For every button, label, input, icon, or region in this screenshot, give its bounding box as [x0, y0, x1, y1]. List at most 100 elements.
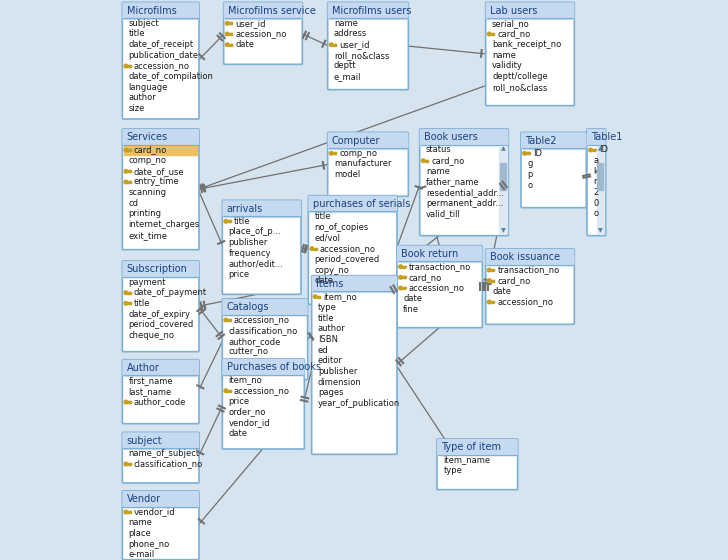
Bar: [129, 302, 130, 304]
FancyBboxPatch shape: [122, 2, 199, 119]
Bar: [491, 301, 494, 303]
Bar: [230, 390, 231, 391]
Text: Microfilms users: Microfilms users: [332, 6, 411, 16]
Text: accession_no: accession_no: [234, 386, 290, 395]
Bar: [316, 248, 317, 249]
FancyBboxPatch shape: [122, 432, 199, 483]
FancyBboxPatch shape: [587, 129, 606, 236]
Text: classification_no: classification_no: [229, 326, 298, 335]
Circle shape: [314, 295, 317, 298]
Text: o: o: [527, 181, 532, 190]
Text: Microfilms: Microfilms: [127, 6, 176, 16]
Text: ▲: ▲: [598, 146, 603, 151]
Bar: [229, 33, 232, 35]
Bar: [127, 65, 130, 67]
Bar: [422, 130, 507, 144]
Bar: [314, 248, 316, 249]
Bar: [523, 134, 585, 148]
Bar: [491, 269, 494, 271]
Bar: [124, 434, 197, 448]
Bar: [229, 44, 232, 45]
FancyBboxPatch shape: [397, 246, 483, 328]
Text: publisher: publisher: [318, 367, 357, 376]
Text: card_no: card_no: [408, 273, 442, 282]
Bar: [230, 22, 232, 24]
Circle shape: [523, 152, 526, 155]
FancyBboxPatch shape: [223, 2, 302, 19]
Text: roll_no&class: roll_no&class: [334, 51, 389, 60]
Text: name: name: [492, 51, 516, 60]
Bar: [424, 160, 428, 162]
Circle shape: [124, 400, 127, 404]
Text: g: g: [527, 160, 533, 169]
FancyBboxPatch shape: [486, 249, 574, 324]
Bar: [124, 137, 197, 146]
Text: order_no: order_no: [229, 408, 266, 417]
Circle shape: [124, 510, 127, 514]
FancyBboxPatch shape: [223, 2, 302, 64]
Text: period_covered: period_covered: [314, 255, 380, 264]
Text: model: model: [334, 170, 360, 179]
Circle shape: [329, 152, 333, 155]
Text: price: price: [229, 270, 250, 279]
FancyBboxPatch shape: [222, 200, 301, 217]
Bar: [439, 447, 516, 455]
FancyBboxPatch shape: [437, 439, 518, 456]
Bar: [403, 287, 405, 288]
Bar: [226, 11, 301, 18]
Text: title: title: [318, 314, 334, 323]
FancyBboxPatch shape: [222, 359, 304, 449]
Bar: [129, 149, 130, 150]
Bar: [129, 292, 130, 293]
Bar: [124, 368, 197, 376]
Bar: [427, 160, 428, 161]
Text: item_no: item_no: [229, 376, 262, 385]
Text: accession_no: accession_no: [134, 62, 190, 71]
FancyBboxPatch shape: [309, 195, 397, 304]
Bar: [399, 248, 480, 262]
FancyBboxPatch shape: [122, 360, 199, 376]
Bar: [124, 361, 197, 375]
Bar: [313, 284, 395, 292]
Text: pages: pages: [318, 388, 344, 397]
Circle shape: [124, 64, 127, 68]
Bar: [334, 152, 335, 153]
Bar: [130, 65, 131, 66]
Bar: [439, 441, 516, 455]
FancyBboxPatch shape: [328, 132, 408, 149]
Circle shape: [488, 300, 491, 304]
Text: place_of_p...: place_of_p...: [229, 227, 281, 236]
Bar: [124, 493, 197, 507]
Text: o: o: [593, 209, 598, 218]
Text: deptt/college: deptt/college: [492, 72, 547, 81]
Text: accession_no: accession_no: [234, 315, 290, 324]
Bar: [492, 269, 494, 270]
FancyBboxPatch shape: [486, 2, 574, 19]
Circle shape: [124, 170, 127, 173]
Text: item_no: item_no: [323, 292, 357, 301]
Text: date: date: [235, 40, 254, 49]
Bar: [130, 149, 131, 150]
Text: user_id: user_id: [235, 19, 266, 28]
Text: date_of_use: date_of_use: [134, 167, 185, 176]
Bar: [329, 134, 407, 148]
Bar: [487, 251, 573, 265]
Bar: [422, 137, 507, 146]
Bar: [129, 511, 130, 512]
FancyBboxPatch shape: [222, 359, 304, 376]
Circle shape: [488, 279, 491, 282]
Circle shape: [226, 32, 229, 36]
Circle shape: [329, 43, 333, 46]
Bar: [127, 149, 130, 151]
Text: ISBN: ISBN: [318, 335, 338, 344]
Text: card_no: card_no: [497, 30, 531, 39]
Text: card_no: card_no: [431, 156, 464, 165]
FancyBboxPatch shape: [521, 132, 586, 149]
Bar: [127, 401, 130, 403]
Text: author_code: author_code: [134, 398, 186, 407]
Text: ▲: ▲: [501, 146, 505, 151]
Text: 2: 2: [593, 188, 598, 197]
Bar: [130, 292, 131, 293]
Text: item_name: item_name: [443, 455, 491, 464]
Bar: [334, 44, 335, 45]
